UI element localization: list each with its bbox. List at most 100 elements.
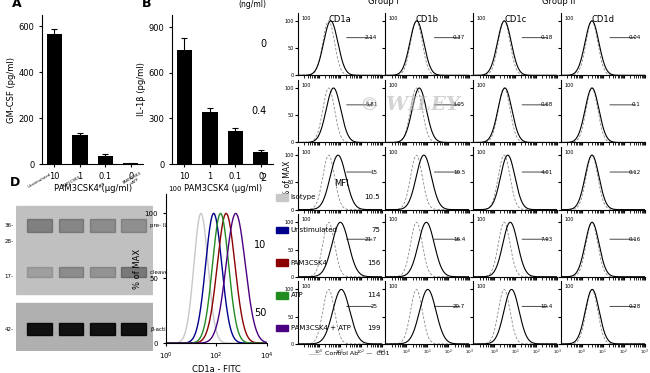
- Bar: [122, 267, 146, 277]
- Y-axis label: GM-CSF (pg/ml): GM-CSF (pg/ml): [7, 57, 16, 122]
- Text: 0.16: 0.16: [629, 236, 641, 242]
- Bar: [122, 219, 146, 232]
- Text: Unstimulated: Unstimulated: [291, 227, 337, 233]
- Text: 100: 100: [301, 217, 311, 222]
- Text: β-actin: β-actin: [150, 327, 169, 332]
- Text: 21.7: 21.7: [365, 236, 378, 242]
- Bar: [58, 219, 83, 232]
- Text: 100: 100: [389, 150, 398, 155]
- Text: ATP: ATP: [291, 292, 303, 298]
- Bar: [122, 323, 146, 335]
- Text: 25: 25: [370, 304, 378, 309]
- Text: 7.93: 7.93: [541, 236, 553, 242]
- Bar: [27, 267, 52, 277]
- Text: 100: 100: [564, 150, 574, 155]
- Text: ......  Control Ab    —  CD1: ...... Control Ab — CD1: [309, 351, 389, 356]
- Y-axis label: IL-1β (pg/ml): IL-1β (pg/ml): [137, 63, 146, 116]
- Text: 28-: 28-: [5, 239, 14, 244]
- Text: 10.5: 10.5: [453, 169, 465, 175]
- Bar: [27, 219, 52, 232]
- Text: 100: 100: [389, 16, 398, 21]
- Text: 0.12: 0.12: [629, 169, 641, 175]
- Text: 100: 100: [389, 83, 398, 88]
- Text: 100: 100: [389, 284, 398, 289]
- Text: 0.68: 0.68: [541, 102, 553, 107]
- Bar: [90, 219, 114, 232]
- Text: CD1a: CD1a: [328, 15, 351, 24]
- Text: MFI: MFI: [334, 179, 348, 188]
- X-axis label: PAM3CSK4 (μg/ml): PAM3CSK4 (μg/ml): [53, 184, 132, 192]
- Text: CD1b: CD1b: [416, 15, 439, 24]
- Text: % of MAX: % of MAX: [283, 161, 292, 197]
- Text: 4.01: 4.01: [541, 169, 553, 175]
- Text: 156: 156: [367, 260, 380, 266]
- Text: 0.4: 0.4: [252, 106, 266, 116]
- Bar: [253, 152, 268, 164]
- Text: 16.4: 16.4: [453, 236, 465, 242]
- Bar: [58, 267, 83, 277]
- Text: PAM3CSK4
+ATP: PAM3CSK4 +ATP: [122, 171, 145, 189]
- Text: 100: 100: [564, 217, 574, 222]
- Bar: [47, 34, 62, 164]
- Text: 0.18: 0.18: [541, 35, 553, 40]
- Text: 100: 100: [476, 16, 486, 21]
- Text: 100: 100: [389, 217, 398, 222]
- Text: ATP: ATP: [98, 182, 107, 189]
- Text: 100: 100: [564, 284, 574, 289]
- Text: 100: 100: [168, 186, 181, 192]
- Bar: [227, 131, 243, 164]
- X-axis label: PAM3CSK4 (μg/ml): PAM3CSK4 (μg/ml): [183, 184, 262, 192]
- Bar: [90, 323, 114, 335]
- Text: 17-: 17-: [5, 274, 14, 279]
- Text: pre- IL-1β: pre- IL-1β: [150, 223, 176, 228]
- Text: PAM3CSK4: PAM3CSK4: [61, 175, 81, 189]
- Text: PAM3CSK4 + ATP: PAM3CSK4 + ATP: [291, 325, 350, 331]
- Text: 2.14: 2.14: [365, 35, 378, 40]
- Text: 100: 100: [476, 284, 486, 289]
- Text: 75: 75: [371, 227, 380, 233]
- Text: 100: 100: [301, 83, 311, 88]
- Text: 3.05: 3.05: [453, 102, 465, 107]
- Text: 100: 100: [564, 16, 574, 21]
- Text: 0.37: 0.37: [453, 35, 465, 40]
- Text: 20.7: 20.7: [453, 304, 465, 309]
- Text: © WILEY: © WILEY: [359, 95, 460, 113]
- Bar: [58, 323, 83, 335]
- Text: 15: 15: [370, 169, 378, 175]
- Text: 2: 2: [260, 173, 266, 183]
- Text: Isotype: Isotype: [291, 194, 316, 200]
- Text: 10.5: 10.5: [365, 194, 380, 200]
- Text: 100: 100: [301, 150, 311, 155]
- Text: Group II: Group II: [542, 0, 576, 6]
- Text: C: C: [273, 0, 282, 3]
- Text: CD1c: CD1c: [504, 15, 526, 24]
- Text: 10: 10: [254, 241, 266, 250]
- Text: 100: 100: [476, 83, 486, 88]
- Text: D: D: [10, 176, 20, 189]
- Text: 50: 50: [254, 308, 266, 317]
- Bar: [16, 303, 153, 351]
- Text: 36-: 36-: [5, 223, 14, 228]
- Y-axis label: % of MAX: % of MAX: [133, 248, 142, 289]
- Bar: [72, 135, 88, 164]
- Text: CD1d: CD1d: [592, 15, 614, 24]
- Text: A: A: [12, 0, 21, 10]
- Text: rIL1-β
(ng/ml): rIL1-β (ng/ml): [239, 0, 266, 9]
- Text: 114: 114: [367, 292, 380, 298]
- Text: 0.1: 0.1: [632, 102, 641, 107]
- Bar: [27, 323, 52, 335]
- Text: PAM3CSK4: PAM3CSK4: [291, 260, 328, 266]
- Bar: [202, 112, 218, 164]
- Bar: [123, 163, 138, 164]
- Text: 100: 100: [301, 284, 311, 289]
- Text: 0.28: 0.28: [629, 304, 641, 309]
- Text: 100: 100: [301, 16, 311, 21]
- Text: 10.4: 10.4: [541, 304, 553, 309]
- Bar: [16, 206, 153, 295]
- Text: Unstimulated: Unstimulated: [27, 172, 52, 189]
- Text: B: B: [142, 0, 151, 10]
- Text: 0.04: 0.04: [629, 35, 641, 40]
- Bar: [98, 156, 113, 164]
- Text: 100: 100: [476, 150, 486, 155]
- Text: 0: 0: [261, 39, 266, 49]
